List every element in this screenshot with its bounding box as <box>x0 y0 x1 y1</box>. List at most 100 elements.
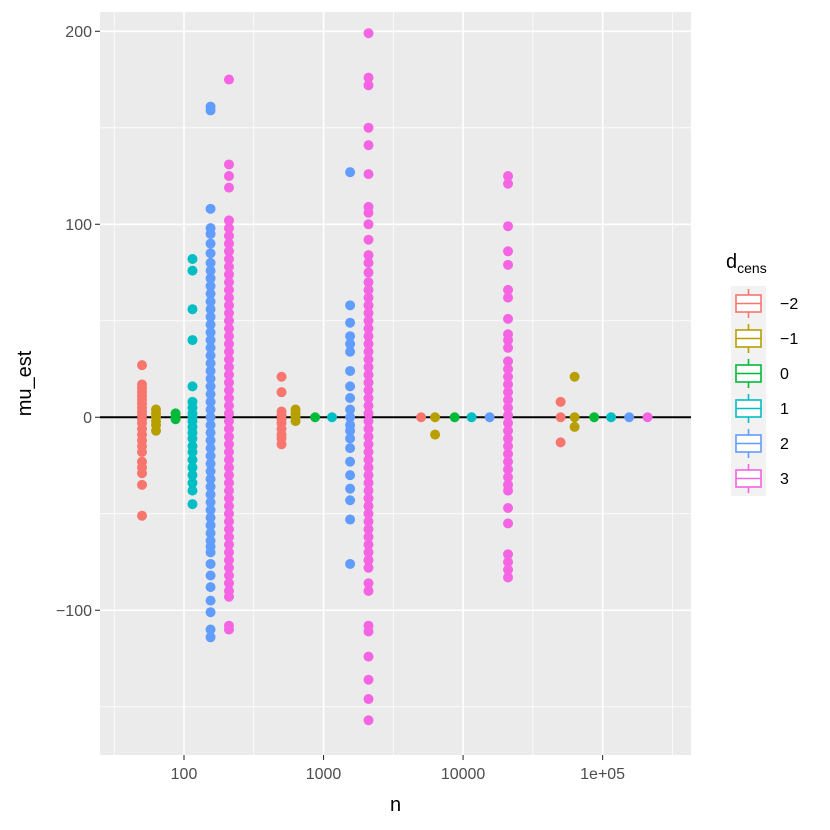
data-point <box>205 248 216 259</box>
y-tick-label: 0 <box>83 410 92 427</box>
data-point <box>187 381 198 392</box>
data-point <box>187 265 198 276</box>
data-point <box>223 223 234 234</box>
data-point <box>606 412 617 423</box>
data-point <box>205 520 216 531</box>
legend-label: 1 <box>780 401 789 418</box>
panel-background <box>100 12 691 755</box>
data-point <box>205 350 216 361</box>
data-point <box>205 257 216 268</box>
data-point <box>223 269 234 280</box>
data-point <box>363 531 374 542</box>
data-point <box>205 582 216 593</box>
legend-item: 3 <box>731 461 789 496</box>
data-point <box>223 477 234 488</box>
data-point <box>223 315 234 326</box>
data-point <box>503 259 514 270</box>
data-point <box>223 362 234 373</box>
data-point <box>223 447 234 458</box>
data-point <box>205 481 216 492</box>
legend-item: 2 <box>731 426 789 461</box>
data-point <box>276 439 287 450</box>
data-point <box>363 578 374 589</box>
data-point <box>503 472 514 483</box>
data-point <box>223 254 234 265</box>
data-point <box>363 257 374 268</box>
data-point <box>363 331 374 342</box>
legend-label: 2 <box>780 436 789 453</box>
data-point <box>345 404 356 415</box>
data-point <box>345 412 356 423</box>
data-point <box>503 425 514 436</box>
data-points <box>137 28 653 726</box>
data-point <box>345 331 356 342</box>
data-point <box>484 412 495 423</box>
data-point <box>205 595 216 606</box>
data-point <box>223 215 234 226</box>
data-point <box>276 387 287 398</box>
data-point <box>363 493 374 504</box>
data-point <box>205 342 216 353</box>
data-point <box>503 379 514 390</box>
data-point <box>503 394 514 405</box>
data-point <box>187 485 198 496</box>
data-point <box>569 412 580 423</box>
data-point <box>363 234 374 245</box>
data-point <box>205 389 216 400</box>
data-point <box>363 562 374 573</box>
data-point <box>416 412 427 423</box>
data-point <box>503 221 514 232</box>
data-point <box>205 273 216 284</box>
data-point <box>223 308 234 319</box>
data-point <box>187 499 198 510</box>
data-point <box>205 427 216 438</box>
data-point <box>205 632 216 643</box>
data-point <box>223 238 234 249</box>
data-point <box>223 501 234 512</box>
data-point <box>205 624 216 635</box>
data-point <box>345 470 356 481</box>
data-point <box>223 454 234 465</box>
data-point <box>345 365 356 376</box>
data-point <box>187 304 198 315</box>
data-point <box>345 338 356 349</box>
data-point <box>363 501 374 512</box>
legend-label: 0 <box>780 366 789 383</box>
data-point <box>205 396 216 407</box>
data-point <box>205 435 216 446</box>
data-point <box>223 423 234 434</box>
data-point <box>223 416 234 427</box>
data-point <box>345 300 356 311</box>
data-point <box>170 414 181 425</box>
data-point <box>503 335 514 346</box>
minor-grid <box>100 12 691 755</box>
data-point <box>503 557 514 568</box>
data-point <box>187 254 198 265</box>
data-point <box>187 433 198 444</box>
legend-item: 0 <box>731 356 789 391</box>
data-point <box>223 300 234 311</box>
data-point <box>503 410 514 421</box>
data-point <box>205 238 216 249</box>
data-point <box>569 371 580 382</box>
x-tick-label: 100 <box>171 766 198 783</box>
data-point <box>205 547 216 558</box>
data-point <box>363 346 374 357</box>
data-point <box>345 514 356 525</box>
legend-label: −1 <box>780 331 798 348</box>
data-point <box>223 323 234 334</box>
data-point <box>503 171 514 182</box>
data-point <box>345 443 356 454</box>
data-point <box>223 508 234 519</box>
data-point <box>205 458 216 469</box>
data-point <box>205 327 216 338</box>
data-point <box>503 518 514 529</box>
data-point <box>223 547 234 558</box>
legend: dcens −2 −1 0 1 2 3 <box>726 251 798 496</box>
data-point <box>503 549 514 560</box>
data-point <box>363 674 374 685</box>
data-point <box>363 28 374 39</box>
data-point <box>205 365 216 376</box>
data-point <box>363 694 374 705</box>
